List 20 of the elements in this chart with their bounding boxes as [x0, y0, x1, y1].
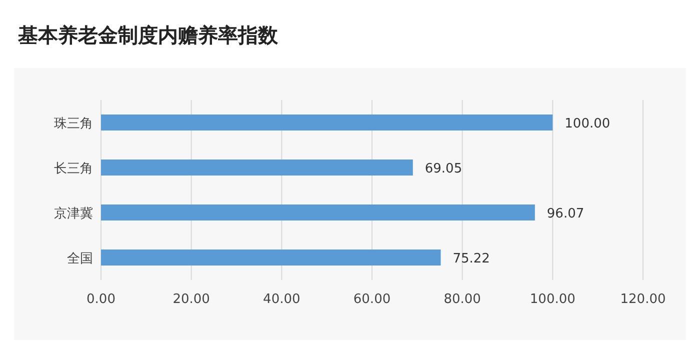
x-tick-label: 20.00 — [172, 292, 210, 307]
x-tick-label: 80.00 — [444, 292, 481, 307]
y-tick-label: 珠三角 — [54, 116, 93, 132]
data-label: 96.07 — [546, 206, 584, 222]
x-tick-label: 60.00 — [353, 292, 391, 307]
data-label: 75.22 — [452, 252, 490, 266]
chart-title: 基本养老金制度内赡养率指数 — [17, 23, 279, 47]
y-tick-label: 长三角 — [54, 162, 93, 176]
data-label: 69.05 — [424, 162, 462, 176]
bar — [101, 250, 441, 266]
bar — [101, 204, 535, 220]
bar — [101, 114, 553, 130]
x-tick-label: 40.00 — [263, 292, 300, 307]
data-label: 100.00 — [564, 116, 610, 132]
x-tick-label: 120.00 — [620, 292, 666, 307]
y-tick-label: 京津冀 — [54, 206, 93, 222]
y-tick-label: 全国 — [67, 252, 93, 266]
x-tick-label: 0.00 — [86, 292, 116, 307]
x-tick-label: 100.00 — [530, 292, 576, 307]
bar — [101, 160, 413, 176]
